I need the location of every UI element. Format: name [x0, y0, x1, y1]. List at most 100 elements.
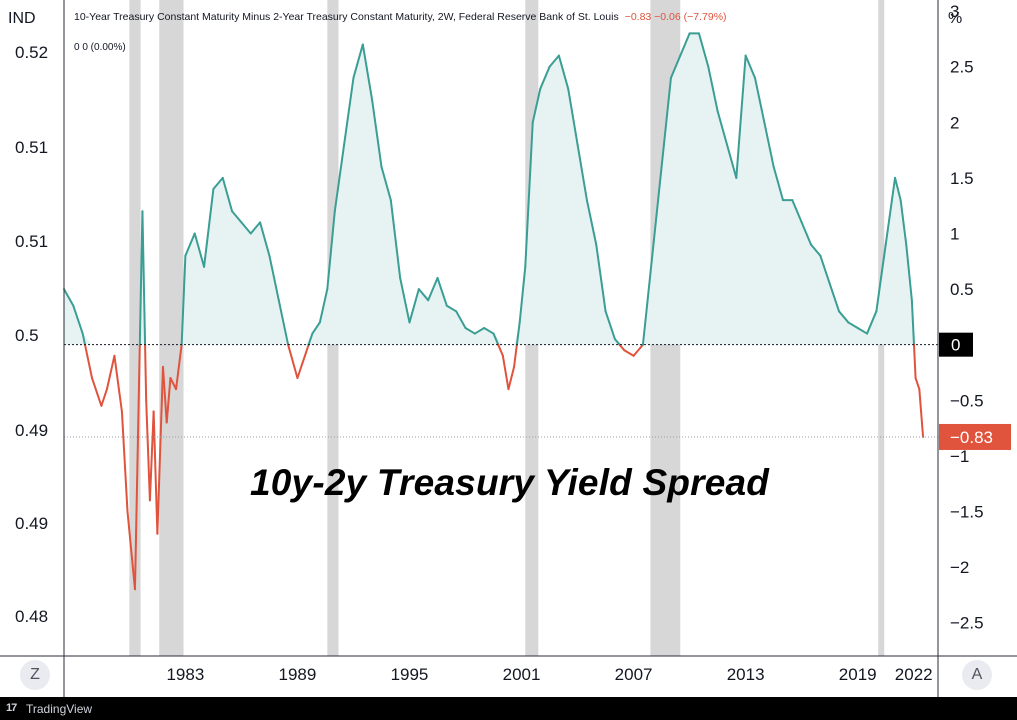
auto-scale-left-button[interactable]: Z — [20, 660, 50, 690]
left-tick-label: 0.51 — [15, 138, 48, 157]
series-segment — [343, 76, 355, 146]
zero-badge-label: 0 — [951, 336, 960, 355]
series-segment — [618, 343, 626, 352]
series-segment — [307, 332, 314, 346]
series-segment — [169, 377, 178, 391]
chart-canvas[interactable]: 3 2.5 2 1.5 1 0.5 −0.5 −1 −1.5 −2 −2.5 0 −0.83 0.52 0.… — [0, 0, 1017, 697]
series-values: −0.83 −0.06 (−7.79%) — [624, 11, 727, 23]
series-segment — [567, 87, 579, 146]
right-tick-label: −1 — [950, 447, 969, 466]
series-segment — [318, 288, 329, 324]
series-segment — [884, 176, 897, 246]
series-segment — [113, 354, 123, 413]
series-segment — [497, 343, 504, 357]
series-segment — [918, 388, 925, 438]
right-tick-label: 1 — [950, 224, 959, 243]
area-fill — [64, 33, 924, 345]
series-segment — [735, 54, 747, 179]
series-segment — [464, 327, 476, 335]
x-tick-label: 2013 — [727, 665, 765, 684]
series-segment — [772, 165, 784, 202]
series-segment — [697, 32, 710, 68]
tradingview-logo-icon[interactable]: 17 — [6, 702, 17, 714]
series-segment — [408, 288, 420, 324]
brand-name[interactable]: TradingView — [26, 702, 93, 716]
right-tick-label: 2 — [950, 113, 959, 132]
series-segment — [455, 310, 467, 329]
series-segment — [249, 221, 262, 235]
series-segment — [660, 76, 672, 168]
series-segment — [193, 232, 206, 268]
series-segment — [800, 221, 813, 246]
x-tick-label: 2022 — [895, 665, 933, 684]
right-axis-unit: % — [948, 10, 963, 27]
series-segment — [180, 254, 187, 346]
series-segment — [875, 243, 887, 313]
footer-bar: 17 TradingView — [0, 697, 1017, 720]
left-tick-label: 0.51 — [15, 232, 48, 251]
series-segment — [100, 388, 108, 407]
series-segment — [148, 410, 155, 502]
series-segment — [585, 199, 598, 246]
series-segment — [436, 276, 448, 307]
series-segment — [399, 276, 411, 324]
series-segment — [161, 365, 168, 424]
series-segment — [679, 32, 691, 57]
guide-lines — [64, 344, 938, 438]
series-segment — [427, 276, 439, 302]
right-tick-label: −2.5 — [950, 614, 984, 633]
series-segment — [623, 349, 635, 357]
series-segment — [819, 254, 831, 285]
series-segment — [725, 143, 738, 179]
series-segment — [296, 354, 306, 380]
series-segment — [326, 210, 336, 291]
right-tick-label: 2.5 — [950, 58, 974, 77]
series-segment — [515, 321, 521, 346]
series-segment — [513, 343, 518, 368]
left-tick-label: 0.48 — [15, 607, 48, 626]
left-axis-unit: IND — [8, 10, 36, 27]
series-segment — [518, 265, 527, 324]
left-tick-label: 0.52 — [15, 43, 48, 62]
chart-frame: 3 2.5 2 1.5 1 0.5 −0.5 −1 −1.5 −2 −2.5 0 −0.83 0.52 0.… — [0, 0, 1017, 697]
right-tick-label: 0.5 — [950, 280, 974, 299]
series-segment — [152, 410, 159, 535]
series-segment — [847, 321, 859, 329]
series-legend[interactable]: 10-Year Treasury Constant Maturity Minus… — [74, 11, 727, 23]
recession-band-1 — [159, 0, 184, 656]
series-segment — [311, 321, 321, 335]
auto-scale-right-button[interactable]: A — [962, 660, 992, 690]
x-tick-label: 2001 — [503, 665, 541, 684]
series-segment — [240, 221, 252, 235]
series-segment — [524, 121, 534, 268]
series-segment — [303, 343, 310, 357]
series-segment — [361, 43, 374, 102]
series-segment — [126, 510, 136, 591]
series-segment — [810, 243, 822, 257]
series-segment — [145, 399, 151, 502]
x-tick-label: 1995 — [391, 665, 429, 684]
series-segment — [184, 232, 196, 257]
series-segment — [744, 54, 756, 79]
right-tick-label: 3 — [950, 2, 959, 21]
series-segment — [501, 354, 510, 391]
x-tick-label: 1983 — [166, 665, 204, 684]
series-segment — [259, 221, 271, 257]
series-segment — [912, 343, 917, 380]
series-segment — [221, 176, 234, 213]
series-segment — [352, 43, 364, 79]
series-segment — [212, 176, 224, 191]
series-segment — [84, 343, 94, 380]
series-segment — [856, 327, 869, 335]
series-segment — [557, 54, 570, 90]
last-value-label: −0.83 — [950, 428, 993, 447]
right-tick-label: −2 — [950, 558, 969, 577]
series-segment — [539, 65, 551, 90]
series-segment — [144, 343, 148, 402]
series-segment — [445, 304, 458, 313]
left-tick-label: 0.49 — [15, 421, 48, 440]
series-segment — [72, 304, 84, 335]
overlay-title: 10y-2y Treasury Yield Spread — [250, 462, 770, 503]
right-tick-label: 1.5 — [950, 169, 974, 188]
series-line — [63, 32, 925, 591]
